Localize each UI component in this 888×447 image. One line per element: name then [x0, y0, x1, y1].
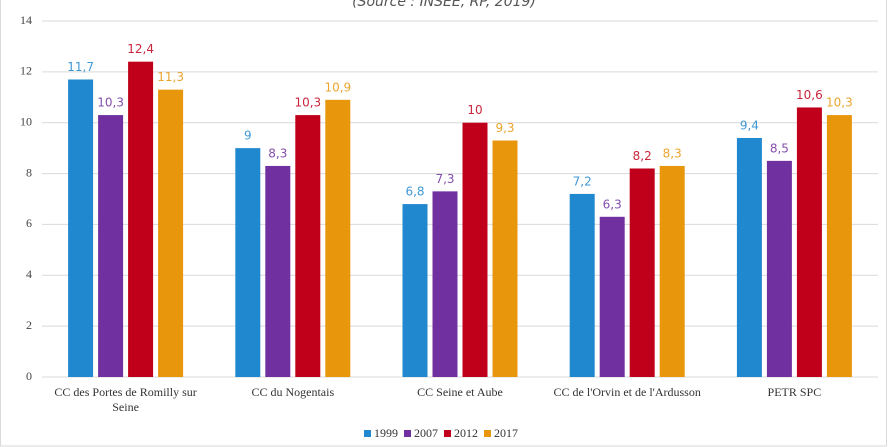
y-tick-label: 14 — [20, 13, 32, 27]
y-tick-label: 0 — [26, 369, 32, 383]
bar — [629, 168, 655, 377]
data-label: 9 — [244, 129, 252, 143]
bar — [736, 137, 762, 377]
bar — [659, 165, 685, 377]
bar — [569, 193, 595, 377]
bar — [432, 191, 458, 377]
legend-label: 1999 — [374, 426, 398, 440]
bar — [68, 79, 94, 377]
bar — [492, 140, 518, 377]
y-tick-label: 2 — [26, 318, 32, 332]
bar — [402, 204, 428, 377]
bar — [826, 115, 852, 377]
bar — [462, 122, 488, 377]
data-label: 6,8 — [405, 185, 424, 199]
legend-label: 2007 — [414, 426, 438, 440]
data-label: 6,3 — [603, 197, 622, 211]
legend-label: 2017 — [494, 426, 518, 440]
x-tick-label: CC Seine et Aube — [417, 385, 503, 399]
data-label: 8,3 — [663, 146, 682, 160]
data-label: 8,3 — [268, 146, 287, 160]
bar — [325, 99, 351, 377]
bar — [128, 61, 154, 377]
data-label: 10,9 — [324, 80, 351, 94]
bar — [158, 89, 184, 378]
bar — [295, 115, 321, 377]
y-tick-label: 6 — [26, 216, 32, 230]
data-label: 7,3 — [435, 172, 454, 186]
bar — [796, 107, 822, 377]
x-tick-label: CC des Portes de Romilly sur Seine — [54, 385, 197, 414]
data-label: 10,3 — [97, 96, 124, 110]
legend-label: 2012 — [454, 426, 478, 440]
data-label: 8,5 — [770, 141, 789, 155]
bar — [265, 165, 291, 377]
y-tick-label: 8 — [26, 165, 32, 179]
data-label: 10,3 — [826, 96, 853, 110]
data-label: 11,3 — [157, 70, 184, 84]
data-label: 9,3 — [495, 121, 514, 135]
data-label: 8,2 — [633, 149, 652, 163]
y-tick-label: 4 — [26, 267, 32, 281]
legend-swatch — [364, 430, 371, 437]
data-label: 9,4 — [740, 118, 759, 132]
legend-swatch — [444, 430, 451, 437]
legend-swatch — [484, 430, 491, 437]
bar — [599, 216, 625, 377]
bar — [235, 148, 261, 377]
y-tick-label: 12 — [20, 64, 32, 78]
data-label: 10,6 — [796, 88, 823, 102]
x-tick-label: CC du Nogentais — [251, 385, 335, 399]
data-label: 7,2 — [573, 174, 592, 188]
x-tick-label: PETR SPC — [767, 385, 822, 399]
legend-swatch — [404, 430, 411, 437]
data-label: 10,3 — [294, 96, 321, 110]
bar — [98, 115, 124, 377]
x-tick-label: CC de l'Orvin et de l'Ardusson — [553, 385, 701, 399]
y-tick-label: 10 — [20, 114, 32, 128]
data-label: 12,4 — [127, 42, 154, 56]
chart-subtitle: (Source : INSEE, RP, 2019) — [352, 0, 536, 10]
data-label: 11,7 — [67, 60, 94, 74]
data-label: 10 — [467, 103, 482, 117]
bar — [766, 160, 792, 377]
